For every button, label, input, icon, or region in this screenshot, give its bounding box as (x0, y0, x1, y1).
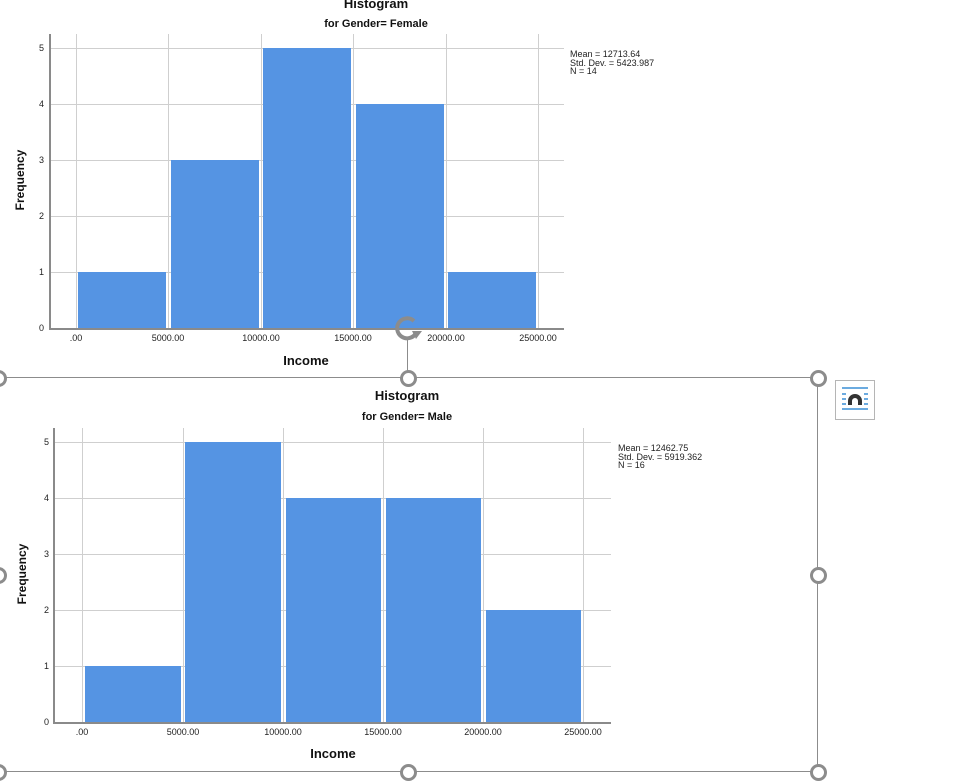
stat-mean: Mean = 12713.64 (570, 49, 641, 59)
resize-handle-bottom-right[interactable] (810, 764, 827, 781)
layout-options-icon (842, 387, 868, 410)
y-tick: 1 (43, 661, 49, 671)
y-axis-label: Frequency (13, 149, 27, 211)
histogram-bar (85, 666, 181, 723)
gridline (261, 34, 262, 329)
x-tick: 20000.00 (427, 333, 465, 343)
y-tick: 5 (38, 43, 44, 53)
stats-box: Mean = 12713.64 Std. Dev. = 5423.987 N =… (570, 50, 654, 76)
x-tick: .00 (75, 727, 89, 737)
gridline (446, 34, 447, 329)
resize-handle-top-center[interactable] (400, 370, 417, 387)
stat-n: N = 14 (570, 66, 597, 76)
gridline (583, 428, 584, 722)
histogram-bar (356, 104, 444, 329)
y-axis-label: Frequency (15, 543, 29, 605)
resize-handle-top-right[interactable] (810, 370, 827, 387)
stat-std: Std. Dev. = 5919.362 (618, 451, 703, 462)
x-tick: 25000.00 (564, 727, 602, 737)
y-axis (53, 428, 55, 724)
x-tick: 5000.00 (166, 727, 200, 737)
stats-box: Mean = 12462.75 Std. Dev. = 5919.362 N =… (618, 444, 702, 470)
stat-n: N = 16 (618, 460, 645, 470)
x-axis (49, 328, 564, 330)
x-tick: 5000.00 (151, 333, 185, 343)
histogram-bar (263, 48, 351, 329)
chart-title: Histogram (374, 388, 440, 403)
resize-handle-middle-right[interactable] (810, 567, 827, 584)
histogram-bar (286, 498, 381, 723)
y-tick: 0 (38, 323, 44, 333)
y-tick: 4 (43, 493, 49, 503)
gridline (183, 428, 184, 722)
resize-handle-bottom-center[interactable] (400, 764, 417, 781)
histogram-bar (386, 498, 481, 723)
y-tick: 3 (43, 549, 49, 559)
gridline (483, 428, 484, 722)
histogram-bar (486, 610, 581, 723)
gridline (54, 442, 611, 443)
x-tick: 10000.00 (242, 333, 280, 343)
histogram-bar (78, 272, 166, 329)
resize-handle-top-left[interactable] (0, 370, 7, 387)
gridline (538, 34, 539, 329)
histogram-bar (185, 442, 281, 723)
histogram-bar (448, 272, 536, 329)
x-tick: .00 (69, 333, 83, 343)
rotate-handle-stem (407, 340, 408, 378)
y-tick: 1 (38, 267, 44, 277)
y-tick: 5 (43, 437, 49, 447)
chart-title: Histogram (343, 0, 409, 11)
gridline (283, 428, 284, 722)
chart-subtitle: for Gender= Male (361, 411, 453, 423)
gridline (353, 34, 354, 329)
rotate-icon[interactable] (392, 313, 424, 343)
stat-mean: Mean = 12462.75 (618, 443, 689, 453)
stat-std: Std. Dev. = 5423.987 (570, 57, 655, 68)
y-tick: 4 (38, 99, 44, 109)
resize-handle-middle-left[interactable] (0, 567, 7, 584)
x-axis-label: Income (283, 353, 329, 368)
layout-options-button[interactable] (835, 380, 875, 420)
x-tick: 25000.00 (519, 333, 557, 343)
chart-subtitle: for Gender= Female (324, 18, 428, 30)
y-tick: 3 (38, 155, 44, 165)
x-tick: 15000.00 (364, 727, 402, 737)
gridline (76, 34, 77, 329)
y-tick: 2 (43, 605, 49, 615)
x-axis (53, 722, 611, 724)
gridline (168, 34, 169, 329)
x-tick: 15000.00 (334, 333, 372, 343)
x-axis-label: Income (310, 746, 356, 761)
x-tick: 20000.00 (464, 727, 502, 737)
y-tick: 0 (43, 717, 49, 727)
y-tick: 2 (38, 211, 44, 221)
gridline (383, 428, 384, 722)
resize-handle-bottom-left[interactable] (0, 764, 7, 781)
y-axis (49, 34, 51, 330)
histogram-bar (171, 160, 259, 329)
gridline (82, 428, 83, 722)
x-tick: 10000.00 (264, 727, 302, 737)
